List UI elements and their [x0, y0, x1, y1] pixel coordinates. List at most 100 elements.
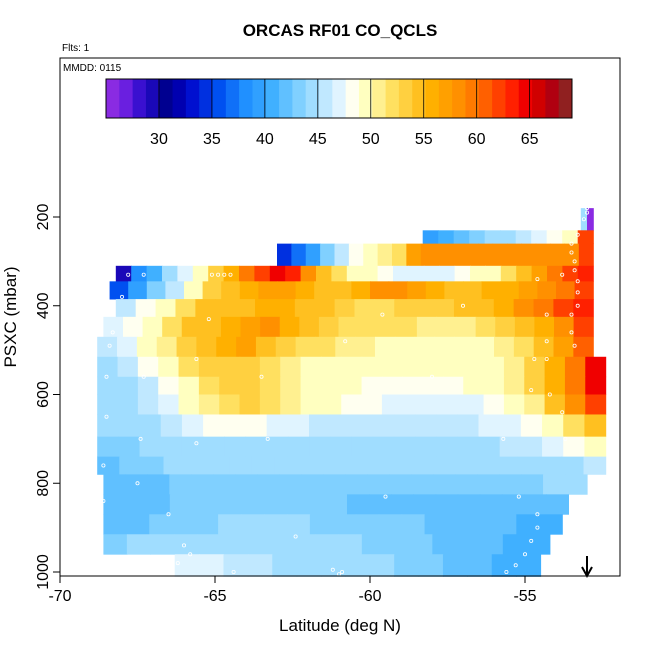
heatmap-cell — [97, 414, 119, 438]
heatmap-cell — [477, 474, 500, 495]
heatmap-cell — [196, 336, 217, 358]
heatmap-cell — [583, 456, 607, 475]
heatmap-cell — [178, 376, 200, 395]
heatmap-cell — [266, 436, 289, 458]
colorbar-swatch — [119, 79, 134, 118]
chart-title: ORCAS RF01 CO_QCLS — [243, 21, 438, 40]
heatmap-cell — [574, 281, 594, 300]
heatmap-cell — [513, 299, 535, 318]
colorbar — [105, 78, 573, 119]
heatmap-cell — [198, 394, 220, 415]
heatmap-cell — [202, 281, 222, 300]
heatmap-cell — [118, 414, 141, 438]
heatmap-cell — [377, 243, 393, 267]
heatmap-cell — [286, 514, 311, 535]
x-tick-label: -55 — [513, 588, 536, 605]
heatmap-cell — [537, 281, 557, 300]
heatmap-cell — [239, 265, 255, 282]
heatmap-cell — [502, 534, 527, 555]
heatmap-cell — [275, 336, 297, 358]
heatmap-cell — [163, 456, 187, 475]
colorbar-swatch — [185, 79, 200, 118]
heatmap-cell — [117, 336, 138, 358]
heatmap-cell — [191, 474, 214, 495]
colorbar-swatch — [345, 79, 360, 118]
colorbar-swatch — [252, 79, 267, 118]
track-point — [181, 543, 186, 548]
heatmap-cell — [314, 299, 336, 318]
heatmap-cell — [394, 299, 415, 318]
heatmap-cell — [280, 356, 302, 378]
track-point — [194, 441, 199, 446]
track-point — [107, 343, 112, 348]
heatmap-cell — [128, 281, 148, 300]
heatmap-cell — [492, 243, 508, 267]
heatmap-cell — [219, 356, 241, 378]
track-point — [569, 330, 574, 335]
heatmap-cell — [384, 456, 408, 475]
heatmap-cell — [199, 554, 225, 577]
heatmap-cell — [103, 494, 127, 515]
heatmap-cell — [479, 494, 503, 515]
heatmap-cell — [369, 554, 395, 577]
track-point — [575, 290, 580, 295]
colorbar-tick-label: 30 — [150, 131, 168, 148]
track-point — [209, 272, 214, 277]
heatmap-cell — [201, 316, 222, 338]
heatmap-cell — [580, 208, 588, 231]
track-point — [141, 374, 146, 379]
heatmap-cell — [257, 474, 280, 495]
heatmap-cell — [370, 281, 390, 300]
heatmap-cell — [354, 299, 375, 318]
heatmap-cell — [178, 356, 200, 378]
heatmap-cell — [169, 474, 192, 495]
track-point — [98, 516, 103, 521]
heatmap-cell — [287, 436, 310, 458]
heatmap-cell — [414, 336, 436, 358]
heatmap-cell — [158, 394, 180, 415]
heatmap-cell — [162, 265, 178, 282]
heatmap-cell — [485, 265, 502, 282]
heatmap-cell — [503, 394, 525, 415]
heatmap-cell — [547, 265, 563, 282]
track-point — [504, 570, 509, 575]
heatmap-cell — [117, 394, 139, 415]
colorbar-tick-label: 45 — [309, 131, 327, 148]
heatmap-cell — [118, 436, 141, 458]
heatmap-cell — [203, 414, 225, 438]
heatmap-cell — [499, 474, 522, 495]
heatmap-cell — [236, 336, 257, 358]
heatmap-cell — [315, 336, 336, 358]
heatmap-cell — [542, 436, 564, 458]
track-point — [383, 494, 388, 499]
heatmap-cell — [149, 514, 173, 535]
heatmap-cell — [521, 243, 537, 267]
y-tick-label: 800 — [35, 470, 52, 497]
heatmap-cell — [494, 336, 515, 358]
heatmap-cell — [411, 474, 434, 495]
heatmap-cell — [425, 281, 445, 300]
colorbar-swatch — [452, 79, 466, 118]
track-point — [544, 356, 549, 361]
heatmap-cell — [535, 243, 551, 267]
heatmap-cell — [341, 376, 363, 395]
heatmap-cell — [318, 316, 340, 338]
heatmap-cell — [218, 514, 242, 535]
heatmap-cell — [239, 376, 261, 395]
heatmap-cell — [109, 281, 129, 300]
heatmap-cell — [224, 436, 247, 458]
track-point — [572, 268, 577, 273]
heatmap-cell — [131, 265, 148, 282]
heatmap-cell — [420, 243, 436, 267]
heatmap-cell — [495, 316, 516, 338]
heatmap-cell — [397, 316, 418, 338]
y-axis: 200 400 600 800 1000 — [35, 204, 60, 590]
heatmap-cell — [320, 376, 342, 395]
heatmap-cell — [493, 514, 517, 535]
heatmap-cell — [334, 243, 350, 267]
heatmap-cell — [119, 456, 142, 475]
heatmap-cell — [534, 316, 555, 338]
heatmap-cell — [503, 356, 525, 378]
heatmap-cell — [358, 316, 379, 338]
heatmap-cell — [442, 554, 468, 577]
